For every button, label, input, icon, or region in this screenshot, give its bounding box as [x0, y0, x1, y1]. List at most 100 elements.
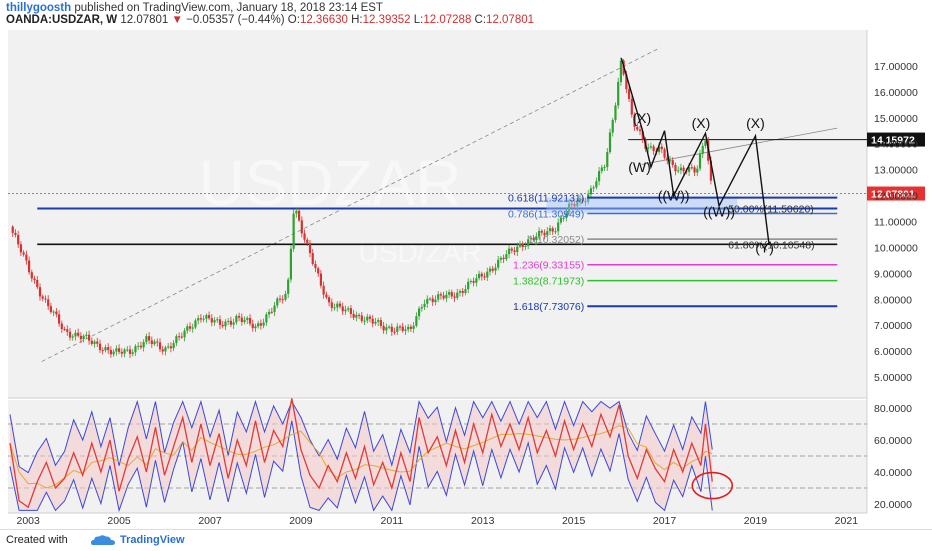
candle-body[interactable]	[98, 343, 102, 351]
candle-body[interactable]	[597, 171, 601, 182]
candle-body[interactable]	[205, 315, 208, 319]
candle-body[interactable]	[428, 298, 432, 300]
candle-body[interactable]	[202, 318, 205, 320]
candle-body[interactable]	[557, 222, 560, 232]
candle-body[interactable]	[701, 145, 704, 154]
candle-body[interactable]	[177, 336, 181, 338]
candle-body[interactable]	[363, 320, 366, 322]
candle-body[interactable]	[281, 299, 284, 301]
candle-body[interactable]	[660, 146, 663, 150]
candle-body[interactable]	[150, 340, 153, 345]
candle-body[interactable]	[117, 348, 121, 352]
candle-body[interactable]	[194, 320, 197, 328]
candle-body[interactable]	[167, 346, 170, 348]
candle-body[interactable]	[690, 167, 693, 169]
candle-body[interactable]	[319, 273, 323, 286]
candle-body[interactable]	[66, 329, 69, 332]
candle-body[interactable]	[499, 257, 503, 260]
candle-body[interactable]	[614, 105, 617, 121]
candle-body[interactable]	[420, 307, 423, 309]
candle-body[interactable]	[79, 335, 83, 340]
candle-body[interactable]	[297, 210, 301, 221]
candle-body[interactable]	[107, 347, 110, 351]
candle-body[interactable]	[248, 317, 252, 324]
candle-body[interactable]	[22, 252, 25, 255]
candle-body[interactable]	[147, 336, 151, 341]
candle-body[interactable]	[207, 315, 211, 319]
candle-body[interactable]	[510, 248, 513, 251]
candle-body[interactable]	[197, 318, 200, 321]
candle-body[interactable]	[649, 146, 653, 148]
candle-body[interactable]	[456, 292, 459, 298]
candle-body[interactable]	[677, 170, 680, 172]
candle-body[interactable]	[327, 297, 331, 303]
candle-body[interactable]	[464, 289, 467, 293]
tradingview-brand[interactable]: TradingView	[120, 534, 185, 546]
candle-body[interactable]	[537, 230, 541, 237]
candle-body[interactable]	[330, 302, 333, 309]
candle-body[interactable]	[401, 326, 404, 331]
candle-body[interactable]	[137, 345, 140, 347]
candle-body[interactable]	[175, 336, 178, 344]
candle-body[interactable]	[671, 160, 674, 165]
candle-body[interactable]	[581, 198, 584, 202]
candle-body[interactable]	[439, 294, 443, 296]
candle-body[interactable]	[240, 317, 243, 323]
symbol-name[interactable]: OANDA:USDZAR, W	[6, 14, 118, 26]
rsi-line[interactable]	[9, 398, 713, 509]
candle-body[interactable]	[25, 254, 28, 261]
candle-body[interactable]	[273, 305, 276, 312]
candle-body[interactable]	[551, 228, 554, 232]
candle-body[interactable]	[14, 232, 17, 235]
candle-body[interactable]	[41, 296, 44, 299]
candle-body[interactable]	[652, 146, 655, 152]
candle-body[interactable]	[461, 291, 464, 293]
candle-body[interactable]	[71, 336, 74, 338]
candle-body[interactable]	[491, 268, 494, 271]
candle-body[interactable]	[535, 236, 538, 241]
candle-body[interactable]	[412, 325, 415, 329]
candle-body[interactable]	[267, 311, 271, 315]
candle-body[interactable]	[265, 314, 268, 323]
candle-body[interactable]	[213, 320, 216, 323]
candle-body[interactable]	[347, 308, 350, 310]
candle-body[interactable]	[595, 181, 598, 188]
candle-body[interactable]	[224, 321, 227, 327]
candle-body[interactable]	[235, 315, 238, 323]
candle-body[interactable]	[19, 244, 23, 253]
candle-body[interactable]	[74, 332, 77, 337]
candle-body[interactable]	[93, 341, 96, 344]
elliott-wave-path[interactable]	[620, 57, 770, 245]
candle-body[interactable]	[546, 231, 549, 236]
candle-body[interactable]	[55, 311, 58, 315]
candle-body[interactable]	[180, 336, 183, 338]
candle-body[interactable]	[349, 308, 353, 314]
rsi-highlight-circle[interactable]	[691, 471, 734, 500]
candle-body[interactable]	[221, 324, 224, 327]
chart-canvas[interactable]: USDZAR USD/ZAR 14.15972 12.07801 0.618(11…	[0, 0, 932, 528]
candle-body[interactable]	[647, 147, 650, 149]
candle-body[interactable]	[450, 292, 453, 297]
candle-body[interactable]	[483, 276, 486, 278]
candle-body[interactable]	[709, 160, 713, 181]
candle-body[interactable]	[126, 349, 129, 351]
candle-body[interactable]	[516, 246, 519, 253]
candle-body[interactable]	[447, 292, 451, 295]
candle-body[interactable]	[527, 239, 530, 247]
candle-body[interactable]	[445, 294, 448, 299]
candle-body[interactable]	[352, 313, 355, 318]
candle-body[interactable]	[52, 311, 55, 313]
candle-body[interactable]	[521, 243, 524, 248]
candle-body[interactable]	[317, 268, 320, 274]
candle-body[interactable]	[532, 237, 535, 241]
candle-body[interactable]	[278, 298, 282, 300]
candle-body[interactable]	[442, 295, 445, 299]
candle-body[interactable]	[243, 319, 246, 323]
candle-body[interactable]	[458, 291, 462, 293]
candle-body[interactable]	[698, 153, 702, 169]
candle-body[interactable]	[246, 317, 249, 320]
candle-body[interactable]	[216, 319, 219, 321]
candle-body[interactable]	[11, 226, 14, 233]
candle-body[interactable]	[679, 167, 683, 171]
candle-body[interactable]	[262, 322, 265, 326]
